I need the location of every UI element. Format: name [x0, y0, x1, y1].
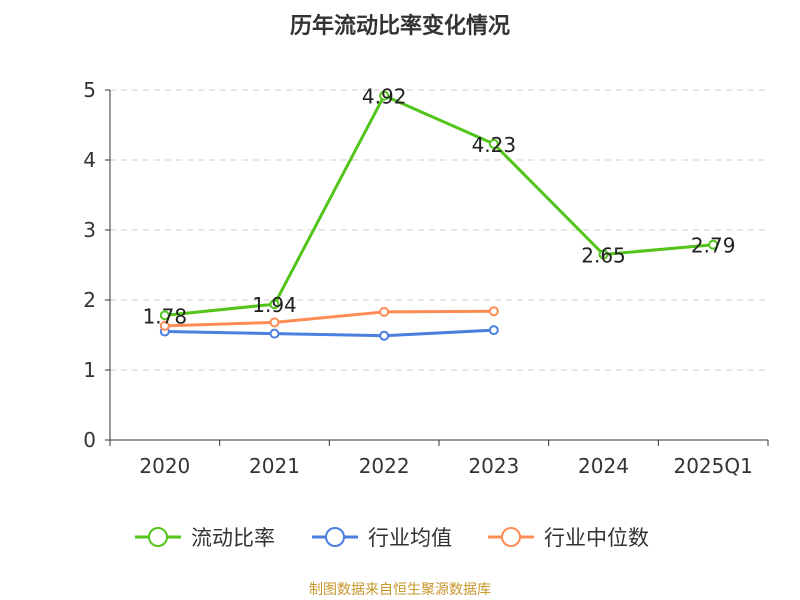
data-point[interactable]	[159, 310, 170, 321]
data-point[interactable]	[488, 138, 499, 149]
y-tick-label: 5	[83, 78, 96, 102]
data-label: 4.23	[472, 133, 517, 157]
data-label: 2.65	[581, 244, 626, 268]
series-line	[164, 309, 494, 328]
data-point[interactable]	[488, 306, 499, 317]
legend-marker[interactable]	[148, 527, 168, 547]
y-tick-label: 2	[83, 288, 96, 312]
y-tick-label: 0	[83, 428, 96, 452]
data-label: 1.78	[143, 304, 188, 328]
data-label: 2.79	[691, 234, 736, 258]
source-note: 制图数据来自恒生聚源数据库	[309, 582, 491, 598]
legend-marker[interactable]	[325, 527, 345, 547]
data-point[interactable]	[269, 317, 280, 328]
y-tick-label: 4	[83, 148, 96, 172]
x-tick-label: 2021	[249, 454, 300, 478]
data-point[interactable]	[159, 320, 170, 331]
chart-title: 历年流动比率变化情况	[290, 13, 510, 39]
legend-label[interactable]: 流动比率	[191, 526, 275, 550]
data-point[interactable]	[708, 239, 719, 250]
data-point[interactable]	[269, 328, 280, 339]
x-tick-label: 2023	[468, 454, 519, 478]
data-point[interactable]	[379, 90, 390, 101]
x-tick-label: 2025Q1	[673, 454, 752, 478]
data-point[interactable]	[598, 249, 609, 260]
x-tick-label: 2020	[139, 454, 190, 478]
legend-label[interactable]: 行业中位数	[544, 526, 649, 550]
x-tick-label: 2022	[359, 454, 410, 478]
x-tick-label: 2024	[578, 454, 629, 478]
legend-label[interactable]: 行业均值	[368, 526, 452, 550]
data-label: 1.94	[252, 293, 297, 317]
data-point[interactable]	[269, 299, 280, 310]
series-line	[164, 93, 714, 317]
data-point[interactable]	[488, 325, 499, 336]
data-point[interactable]	[379, 306, 390, 317]
data-label: 4.92	[362, 85, 407, 109]
y-tick-label: 1	[83, 358, 96, 382]
legend-marker[interactable]	[501, 527, 521, 547]
y-tick-label: 3	[83, 218, 96, 242]
series-line	[164, 328, 494, 338]
data-point[interactable]	[379, 330, 390, 341]
